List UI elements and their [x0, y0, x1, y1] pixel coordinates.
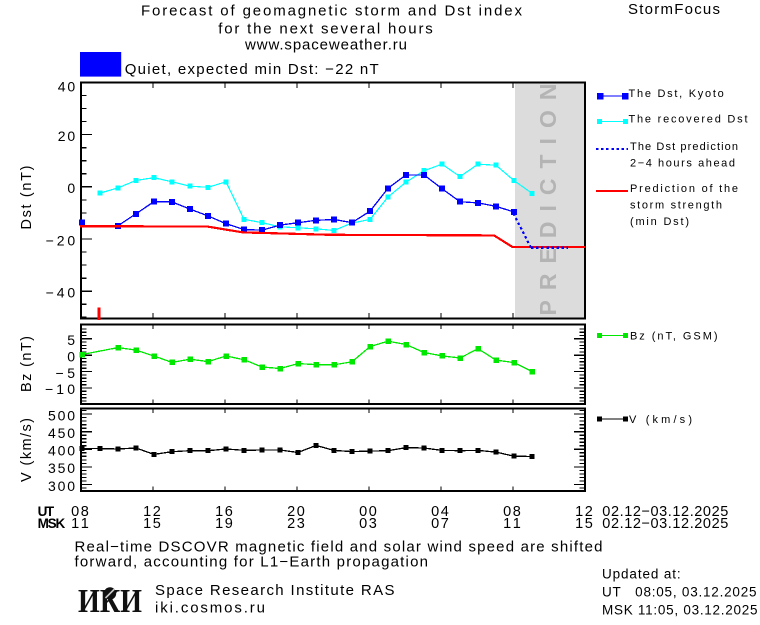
svg-text:iki.cosmos.ru: iki.cosmos.ru — [155, 599, 265, 616]
svg-text:19: 19 — [215, 516, 233, 532]
svg-text:300: 300 — [48, 478, 75, 494]
svg-text:15: 15 — [575, 516, 593, 532]
svg-text:−40: −40 — [46, 285, 76, 301]
svg-text:23: 23 — [287, 516, 305, 532]
svg-text:02.12−03.12.2025: 02.12−03.12.2025 — [602, 504, 728, 520]
svg-text:The Dst prediction: The Dst prediction — [630, 141, 738, 153]
svg-text:−10: −10 — [45, 381, 75, 397]
svg-text:UT: UT — [38, 504, 55, 519]
svg-text:03: 03 — [359, 516, 377, 532]
svg-text:5: 5 — [67, 332, 75, 348]
svg-text:The recovered Dst: The recovered Dst — [629, 114, 748, 126]
svg-text:Space Research Institute RAS: Space Research Institute RAS — [155, 582, 395, 599]
svg-text:40: 40 — [58, 79, 76, 95]
svg-text:2−4 hours ahead: 2−4 hours ahead — [630, 158, 735, 170]
svg-text:08: 08 — [503, 504, 521, 520]
svg-text:forward, accounting for L1−Ear: forward, accounting for L1−Earth propaga… — [75, 554, 429, 571]
svg-text:00: 00 — [359, 504, 377, 520]
svg-text:(min Dst): (min Dst) — [630, 216, 689, 228]
svg-text:16: 16 — [215, 504, 233, 520]
svg-text:MSK 11:05, 03.12.2025: MSK 11:05, 03.12.2025 — [602, 603, 758, 618]
svg-text:350: 350 — [48, 460, 75, 476]
svg-text:0: 0 — [67, 180, 75, 196]
svg-text:www.spaceweather.ru: www.spaceweather.ru — [244, 36, 407, 53]
svg-text:20: 20 — [58, 128, 76, 144]
svg-text:15: 15 — [143, 516, 161, 532]
svg-text:12: 12 — [143, 504, 161, 520]
svg-text:Quiet, expected min Dst: −22 n: Quiet, expected min Dst: −22 nT — [125, 61, 379, 78]
svg-text:20: 20 — [287, 504, 305, 520]
svg-text:The Dst, Kyoto: The Dst, Kyoto — [629, 88, 724, 100]
svg-text:MSK: MSK — [38, 516, 66, 531]
svg-text:0: 0 — [67, 348, 75, 364]
svg-text:for the next several hours: for the next several hours — [218, 20, 433, 37]
svg-text:500: 500 — [48, 407, 75, 423]
svg-text:07: 07 — [431, 516, 449, 532]
svg-text:V (km/s): V (km/s) — [19, 418, 35, 482]
svg-text:Updated at:: Updated at: — [602, 567, 681, 582]
svg-text:UT 08:05, 03.12.2025: UT 08:05, 03.12.2025 — [602, 585, 757, 600]
svg-text:Dst (nT): Dst (nT) — [19, 166, 35, 230]
svg-text:02.12−03.12.2025: 02.12−03.12.2025 — [602, 516, 728, 532]
svg-text:11: 11 — [71, 516, 89, 532]
svg-text:400: 400 — [48, 443, 75, 459]
svg-text:Prediction of the: Prediction of the — [630, 183, 738, 195]
svg-text:V (km/s): V (km/s) — [629, 414, 692, 426]
svg-text:11: 11 — [503, 516, 521, 532]
svg-text:StormFocus: StormFocus — [628, 1, 720, 18]
svg-text:−20: −20 — [46, 232, 76, 248]
svg-text:Bz (nT): Bz (nT) — [19, 336, 35, 392]
svg-text:Bz (nT, GSM): Bz (nT, GSM) — [630, 331, 718, 343]
svg-text:08: 08 — [71, 504, 89, 520]
svg-text:450: 450 — [48, 425, 75, 441]
svg-text:storm strength: storm strength — [630, 200, 722, 212]
svg-text:12: 12 — [575, 504, 593, 520]
svg-text:04: 04 — [431, 504, 449, 520]
svg-text:Real−time DSCOVR magnetic fiel: Real−time DSCOVR magnetic field and sola… — [75, 539, 603, 556]
